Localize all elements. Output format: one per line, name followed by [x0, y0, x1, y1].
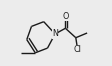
Text: O: O: [62, 12, 69, 21]
Text: N: N: [52, 29, 58, 38]
Text: Cl: Cl: [74, 45, 82, 54]
